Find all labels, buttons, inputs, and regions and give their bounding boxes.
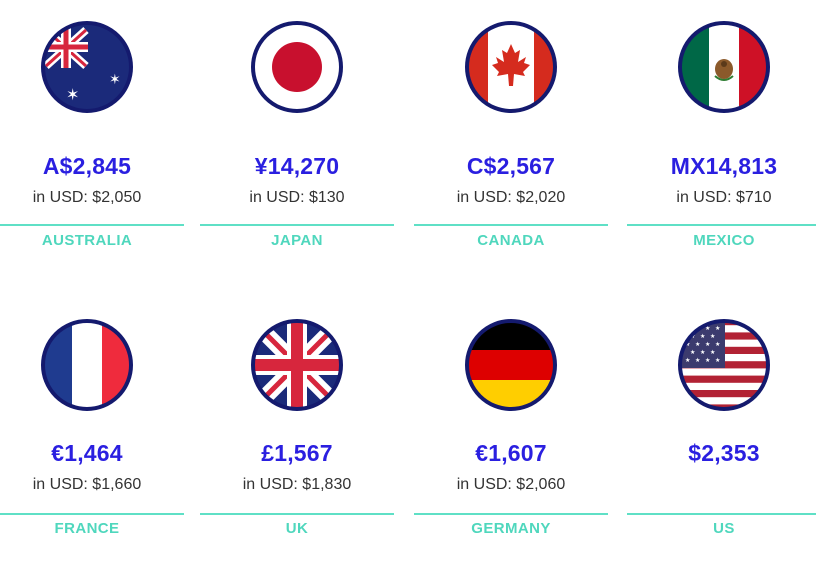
- country-name: FRANCE: [54, 520, 120, 537]
- divider: [0, 224, 184, 226]
- svg-text:★: ★: [700, 333, 705, 340]
- svg-text:★: ★: [715, 341, 720, 348]
- divider: [627, 224, 816, 226]
- country-name: CANADA: [477, 232, 545, 249]
- country-name: GERMANY: [471, 520, 551, 537]
- divider: [200, 513, 394, 515]
- usd-price-label: in USD: $2,050: [32, 189, 142, 206]
- usd-price-label: in USD: $130: [249, 189, 345, 206]
- canada-flag-icon: [464, 20, 558, 114]
- price-label: €1,464: [51, 440, 123, 466]
- country-name: UK: [285, 520, 309, 537]
- usd-price-label: in USD: $1,660: [32, 476, 142, 493]
- price-label: €1,607: [475, 440, 547, 466]
- price-label: $2,353: [688, 440, 760, 466]
- svg-text:★: ★: [705, 357, 710, 364]
- country-name: JAPAN: [271, 232, 323, 249]
- svg-text:✶: ✶: [66, 85, 79, 104]
- country-name: US: [713, 520, 735, 537]
- japan-flag-icon: [250, 20, 344, 114]
- usd-price-label: in USD: $2,020: [456, 189, 566, 206]
- svg-text:★: ★: [710, 349, 715, 356]
- us-flag-icon: ★ ★ ★ ★ ★ ★ ★ ★ ★ ★ ★ ★ ★ ★ ★ ★ ★ ★: [677, 318, 771, 412]
- svg-text:★: ★: [690, 349, 695, 356]
- australia-flag-icon: ✶ ✶: [40, 20, 134, 114]
- price-label: ¥14,270: [254, 153, 340, 179]
- price-label: £1,567: [261, 440, 333, 466]
- svg-text:★: ★: [685, 357, 690, 364]
- svg-text:★: ★: [710, 333, 715, 340]
- svg-text:★: ★: [685, 325, 690, 332]
- price-label: MX14,813: [670, 153, 778, 179]
- divider: [414, 224, 608, 226]
- uk-flag-icon: [250, 318, 344, 412]
- country-name: MEXICO: [693, 232, 755, 249]
- svg-text:★: ★: [705, 341, 710, 348]
- svg-text:✶: ✶: [109, 72, 121, 88]
- france-flag-icon: [40, 318, 134, 412]
- divider: [414, 513, 608, 515]
- divider: [200, 224, 394, 226]
- divider: [0, 513, 184, 515]
- germany-flag-icon: [464, 318, 558, 412]
- svg-text:★: ★: [695, 357, 700, 364]
- price-label: C$2,567: [466, 153, 556, 179]
- svg-text:★: ★: [705, 325, 710, 332]
- country-name: AUSTRALIA: [41, 232, 133, 249]
- svg-text:★: ★: [700, 349, 705, 356]
- usd-price-label: in USD: $2,060: [456, 476, 566, 493]
- usd-price-label: in USD: $1,830: [242, 476, 352, 493]
- usd-price-label: in USD: $710: [676, 189, 772, 206]
- mexico-flag-icon: [677, 20, 771, 114]
- svg-text:★: ★: [715, 325, 720, 332]
- svg-text:★: ★: [715, 357, 720, 364]
- svg-text:★: ★: [695, 341, 700, 348]
- svg-text:★: ★: [685, 341, 690, 348]
- divider: [627, 513, 816, 515]
- price-label: A$2,845: [42, 153, 132, 179]
